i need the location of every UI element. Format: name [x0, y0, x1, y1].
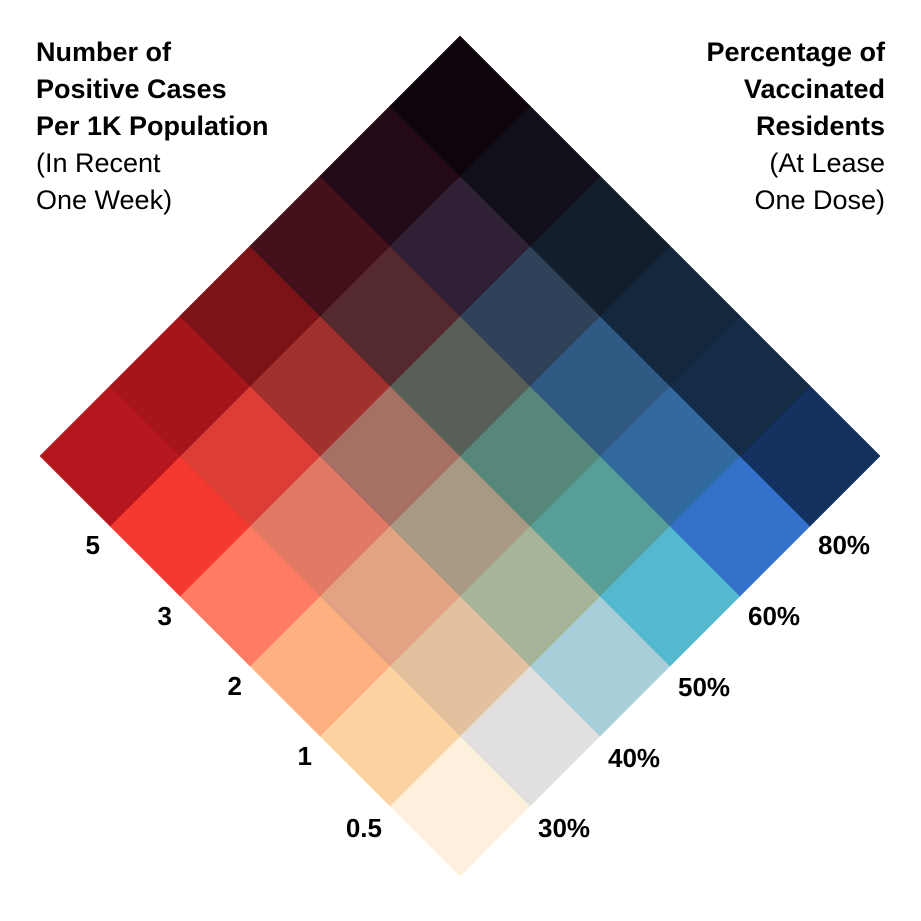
- cases-tick-2: 2: [227, 671, 242, 701]
- vaccinated-tick-2: 50%: [678, 672, 731, 702]
- vaccinated-tick-0: 30%: [538, 813, 591, 843]
- vaccinated-axis-title: Percentage of Vaccinated Residents (At L…: [585, 34, 885, 219]
- legend-cell-cases-5-vaccinated-5: [389, 35, 531, 177]
- cases-title-note-1: (In Recent: [36, 148, 161, 178]
- cases-tick-3: 3: [157, 601, 172, 631]
- vaccinated-title-line-3: Residents: [755, 111, 885, 141]
- vaccinated-title-note-1: (At Lease: [769, 148, 885, 178]
- vaccinated-title-line-1: Percentage of: [706, 37, 885, 67]
- cases-tick-1: 1: [297, 741, 312, 771]
- vaccinated-tick-1: 40%: [608, 743, 661, 773]
- cases-title-line-1: Number of: [36, 37, 171, 67]
- vaccinated-tick-4: 80%: [818, 530, 871, 560]
- vaccinated-title-note-2: One Dose): [754, 185, 885, 215]
- vaccinated-title-line-2: Vaccinated: [743, 74, 885, 104]
- cases-title-note-2: One Week): [36, 185, 173, 215]
- cases-title-line-2: Positive Cases: [36, 74, 227, 104]
- cases-title-line-3: Per 1K Population: [36, 111, 269, 141]
- vaccinated-tick-3: 60%: [748, 601, 801, 631]
- cases-axis-title: Number of Positive Cases Per 1K Populati…: [36, 34, 336, 219]
- cases-tick-0: 0.5: [345, 813, 382, 843]
- cases-tick-4: 5: [85, 530, 100, 560]
